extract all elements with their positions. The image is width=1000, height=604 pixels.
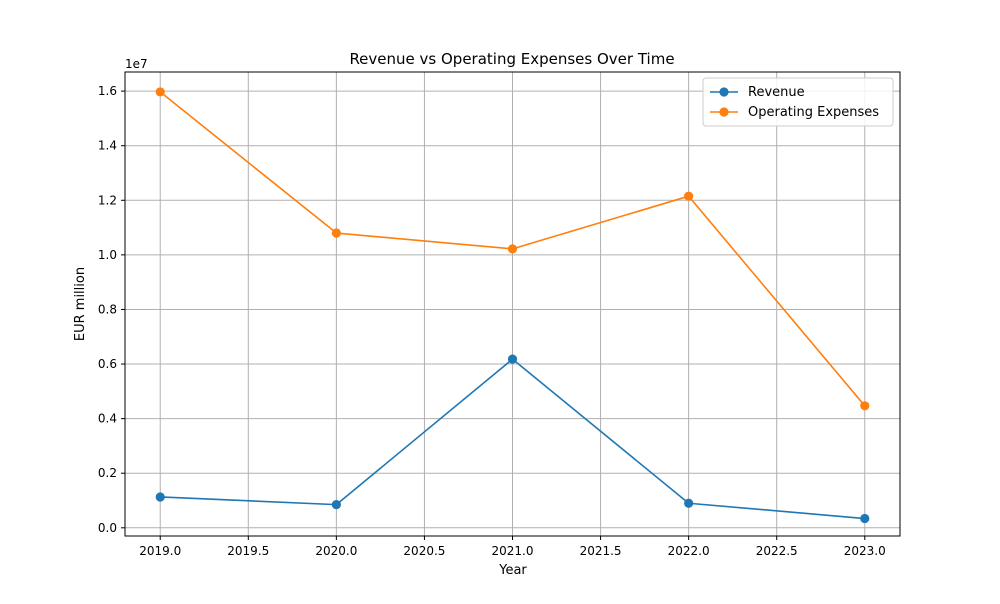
series-layer bbox=[155, 87, 870, 524]
y-tick-label: 0.6 bbox=[98, 357, 117, 371]
revenue-data-point bbox=[860, 513, 870, 524]
legend-box bbox=[702, 77, 894, 127]
legend-revenue-marker bbox=[719, 87, 729, 97]
x-tick-label: 2021.5 bbox=[580, 544, 622, 558]
y-tick-label: 0.8 bbox=[98, 302, 117, 316]
x-tick-label: 2020.5 bbox=[403, 544, 445, 558]
revenue-data-point bbox=[331, 500, 341, 510]
legend-operating-expenses-label: Operating Expenses bbox=[748, 105, 879, 120]
y-tick-label: 0.0 bbox=[98, 521, 117, 535]
legend-revenue-label: Revenue bbox=[748, 85, 805, 100]
y-tick-label: 0.2 bbox=[98, 466, 117, 480]
y-tick-label: 1.4 bbox=[98, 139, 117, 153]
y-axis-ticks: 0.0 0.2 0.4 0.6 0.8 1.0 1.2 1.4 1.6 bbox=[98, 84, 125, 535]
revenue-data-point bbox=[155, 492, 165, 502]
x-axis-label: Year bbox=[498, 563, 527, 578]
grid-lines bbox=[125, 72, 900, 536]
x-tick-label: 2021.0 bbox=[492, 544, 534, 558]
operating-expenses-data-point bbox=[860, 401, 870, 411]
legend-items: Revenue Operating Expenses bbox=[710, 85, 879, 120]
y-tick-label: 1.2 bbox=[98, 193, 117, 207]
y-axis-label: EUR million bbox=[73, 267, 88, 341]
x-tick-label: 2019.5 bbox=[227, 544, 269, 558]
legend-operating-expenses-marker bbox=[719, 107, 729, 117]
revenue-data-point bbox=[684, 498, 694, 508]
chart-title: Revenue vs Operating Expenses Over Time bbox=[349, 50, 674, 68]
y-tick-label: 0.4 bbox=[98, 412, 117, 426]
y-axis-offset-text: 1e7 bbox=[125, 57, 148, 71]
x-tick-label: 2022.0 bbox=[668, 544, 710, 558]
x-tick-label: 2019.0 bbox=[139, 544, 181, 558]
revenue-data-point bbox=[507, 354, 518, 364]
x-tick-label: 2020.0 bbox=[315, 544, 357, 558]
operating-expenses-data-point bbox=[331, 228, 341, 238]
y-tick-label: 1.0 bbox=[98, 248, 117, 262]
operating-expenses-data-point bbox=[507, 244, 518, 254]
operating-expenses-data-point bbox=[684, 191, 694, 201]
x-axis-ticks: 2019.0 2019.5 2020.0 2020.5 2021.0 2021.5 2022… bbox=[139, 536, 886, 558]
legend: Revenue Operating Expenses bbox=[702, 77, 894, 127]
x-tick-label: 2023.0 bbox=[844, 544, 886, 558]
operating-expenses-data-point bbox=[155, 87, 165, 97]
y-tick-label: 1.6 bbox=[98, 84, 117, 98]
x-tick-label: 2022.5 bbox=[756, 544, 798, 558]
